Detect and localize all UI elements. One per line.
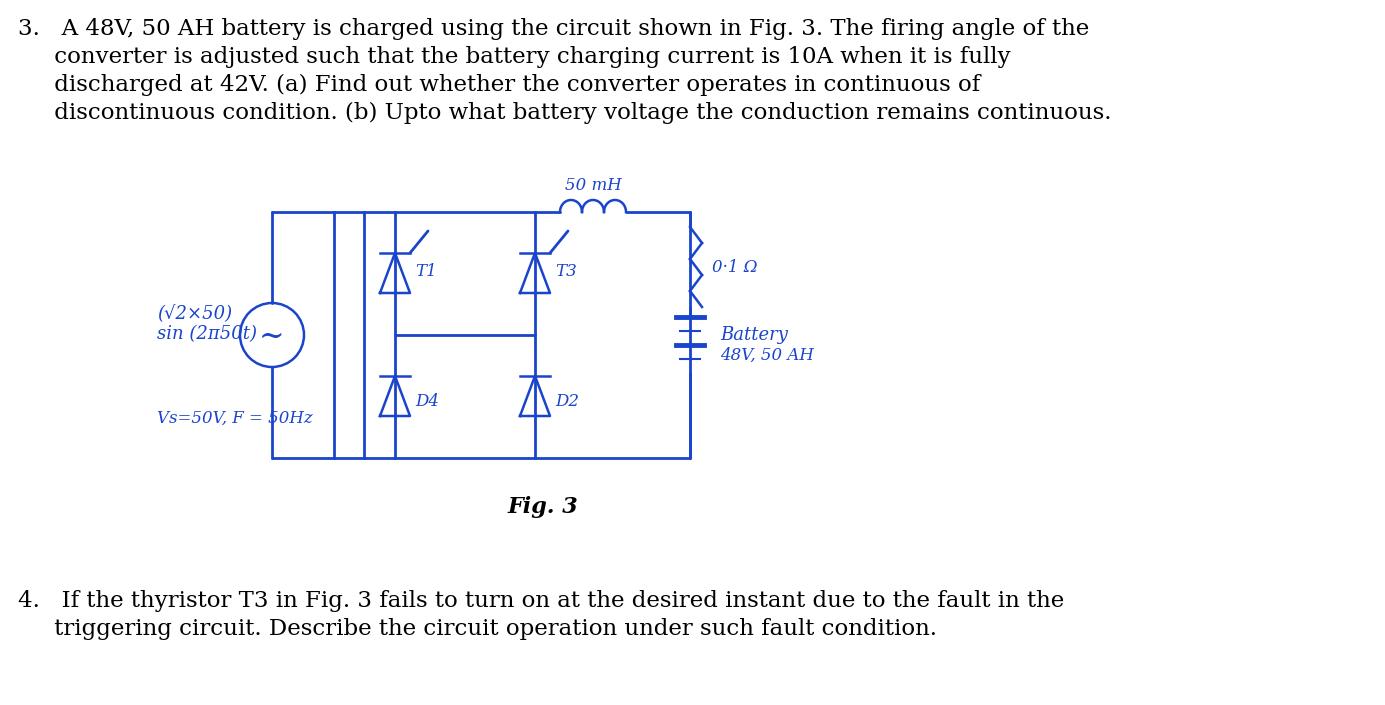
Text: sin (2π50t): sin (2π50t) [157, 325, 258, 343]
Text: T3: T3 [555, 262, 576, 279]
Text: 50 mH: 50 mH [565, 178, 622, 195]
Text: D2: D2 [555, 393, 579, 410]
Text: T1: T1 [416, 262, 436, 279]
Text: Fig. 3: Fig. 3 [507, 496, 578, 518]
Text: ~: ~ [259, 321, 285, 352]
Text: discharged at 42V. (a) Find out whether the converter operates in continuous of: discharged at 42V. (a) Find out whether … [18, 74, 981, 96]
Text: 0·1 Ω: 0·1 Ω [712, 259, 758, 276]
Text: D4: D4 [416, 393, 439, 410]
Text: 3.   A 48V, 50 AH battery is charged using the circuit shown in Fig. 3. The firi: 3. A 48V, 50 AH battery is charged using… [18, 18, 1089, 40]
Text: Vs=50V, F = 50Hz: Vs=50V, F = 50Hz [157, 410, 313, 427]
Text: 48V, 50 AH: 48V, 50 AH [720, 346, 814, 364]
Text: converter is adjusted such that the battery charging current is 10A when it is f: converter is adjusted such that the batt… [18, 46, 1011, 68]
Text: (√2×50): (√2×50) [157, 305, 233, 323]
Text: 4.   If the thyristor T3 in Fig. 3 fails to turn on at the desired instant due t: 4. If the thyristor T3 in Fig. 3 fails t… [18, 590, 1064, 612]
Text: Battery: Battery [720, 326, 788, 344]
Text: discontinuous condition. (b) Upto what battery voltage the conduction remains co: discontinuous condition. (b) Upto what b… [18, 102, 1112, 124]
Text: triggering circuit. Describe the circuit operation under such fault condition.: triggering circuit. Describe the circuit… [18, 618, 938, 640]
